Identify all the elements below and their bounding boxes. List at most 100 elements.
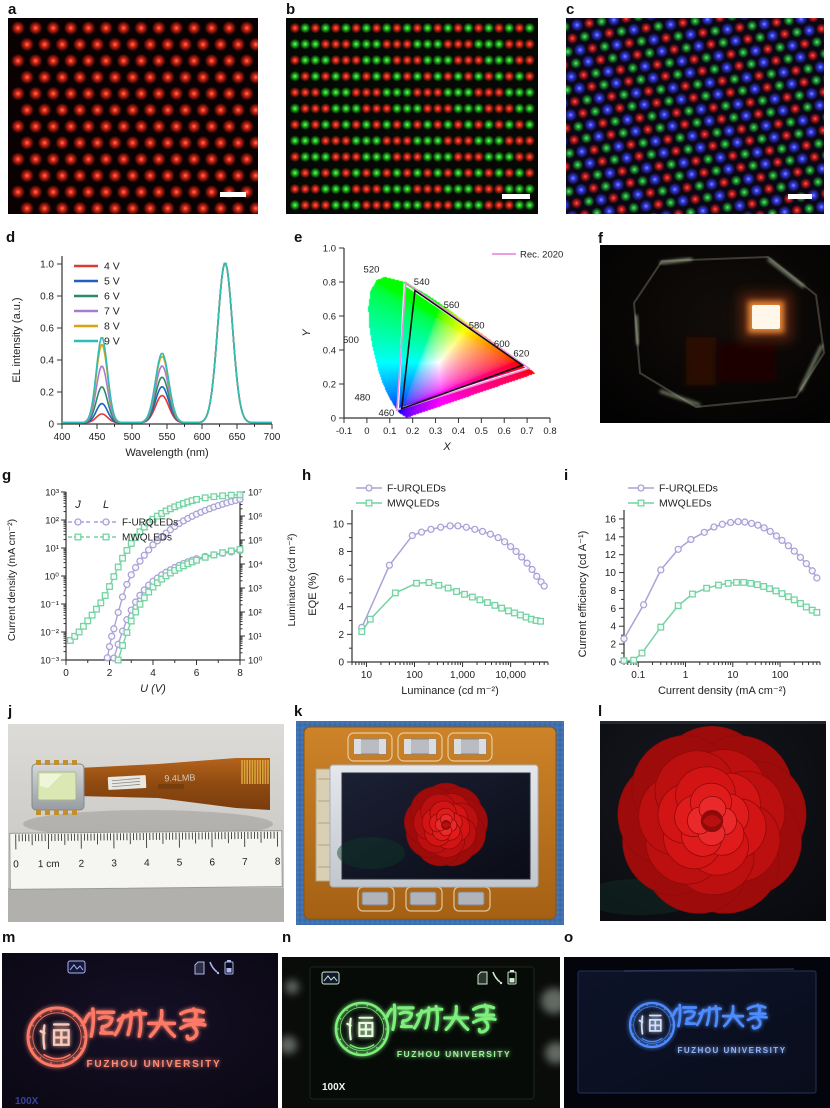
svg-text:4: 4	[338, 602, 344, 613]
battery-icon	[507, 970, 517, 985]
image-thumbnail-icon	[321, 971, 340, 985]
svg-text:0.8: 0.8	[40, 292, 54, 303]
series-f-urqleds	[620, 517, 821, 643]
svg-text:480: 480	[354, 393, 370, 404]
svg-text:450: 450	[89, 432, 106, 443]
svg-text:6: 6	[338, 575, 344, 586]
glowing-pixel	[752, 305, 780, 329]
university-logo: FUZHOU UNIVERSITY	[26, 1006, 220, 1070]
svg-text:0: 0	[63, 668, 69, 679]
university-logo: FUZHOU UNIVERSITY	[628, 1001, 785, 1055]
svg-text:Current density (mA cm⁻²): Current density (mA cm⁻²)	[6, 519, 18, 641]
calligraphy-cn-text	[672, 1003, 768, 1030]
battery-icon	[224, 960, 234, 975]
svg-text:14: 14	[605, 532, 617, 543]
calligraphy-cn-text	[83, 1007, 207, 1041]
ruler-number: 7	[242, 857, 248, 868]
stylus-icon	[492, 971, 503, 985]
panel-m: m FUZHOU UNIVERSITY 100X	[2, 930, 278, 1108]
svg-text:10⁴: 10⁴	[248, 560, 263, 571]
svg-text:Luminance (cd m⁻²): Luminance (cd m⁻²)	[286, 533, 298, 626]
panel-c: c	[566, 2, 824, 216]
svg-text:1: 1	[683, 670, 689, 681]
status-icons	[321, 970, 517, 985]
ruler-number: 1 cm	[38, 859, 60, 870]
university-logo: FUZHOU UNIVERSITY	[334, 1001, 510, 1059]
panel-l-label: l	[598, 703, 603, 720]
rose-image	[404, 782, 488, 867]
J-mwqleds	[66, 491, 244, 644]
svg-text:0.2: 0.2	[323, 380, 336, 391]
svg-text:10⁻¹: 10⁻¹	[40, 600, 59, 611]
panel-i-label: i	[564, 467, 569, 484]
magnification-text: 100X	[15, 1096, 39, 1107]
svg-text:10³: 10³	[45, 488, 59, 499]
svg-text:2: 2	[107, 668, 113, 679]
scale-bar	[788, 194, 812, 199]
scale-bar	[220, 192, 246, 197]
svg-text:0.2: 0.2	[40, 388, 54, 399]
micrograph-red-green-subpixels	[286, 18, 538, 214]
series-mwqleds	[620, 578, 821, 665]
ruler-number: 6	[209, 857, 215, 868]
svg-text:0: 0	[610, 658, 616, 669]
svg-text:100: 100	[406, 670, 423, 681]
svg-text:6: 6	[194, 668, 200, 679]
svg-text:Current density (mA cm⁻²): Current density (mA cm⁻²)	[658, 685, 786, 696]
panel-f: f	[598, 231, 830, 431]
svg-text:10: 10	[361, 670, 373, 681]
panel-a-label: a	[8, 1, 17, 18]
calligraphy-cn-text	[385, 1003, 497, 1034]
panel-i: i 0.1 1 10 100 0 2 4 6 8 10 12 14 16 Current density …	[564, 468, 830, 698]
seal-emblem	[26, 1006, 88, 1068]
svg-text:EQE (%): EQE (%)	[307, 572, 319, 615]
panel-d-label: d	[6, 229, 16, 246]
panel-g: g 0 2 4 6 8 10⁻³ 10⁻² 10⁻¹ 10⁰ 10¹ 10² 10³ 10⁰ 10¹ 10²…	[2, 468, 302, 698]
J-f-urqleds	[103, 495, 244, 662]
glowing-device-photo	[600, 245, 830, 423]
svg-text:4 V: 4 V	[104, 261, 120, 273]
scale-bar	[502, 194, 530, 199]
svg-text:0: 0	[48, 420, 54, 431]
svg-text:10²: 10²	[248, 608, 262, 619]
svg-text:10¹: 10¹	[45, 544, 59, 555]
panel-n: n FUZHOU UNIVERSITY 100X	[282, 930, 560, 1108]
ruler-number: 0	[13, 859, 19, 870]
flexible-module-ruler-photo: 9.4LMB 0 1 cm 2 3 4 5 6 7 8	[8, 724, 284, 922]
svg-text:9 V: 9 V	[104, 336, 120, 348]
svg-text:520: 520	[364, 264, 380, 275]
svg-text:7 V: 7 V	[104, 306, 120, 318]
svg-text:1,000: 1,000	[450, 670, 475, 681]
ruler-number: 4	[144, 858, 150, 869]
svg-text:700: 700	[264, 432, 281, 443]
micrograph-rgb-subpixels	[566, 18, 824, 214]
svg-text:600: 600	[494, 339, 510, 350]
svg-text:6 V: 6 V	[104, 291, 120, 303]
svg-text:F-URQLEDs: F-URQLEDs	[659, 483, 718, 495]
panel-o-label: o	[564, 929, 574, 946]
svg-text:F-URQLEDs: F-URQLEDs	[122, 518, 178, 529]
svg-text:540: 540	[414, 277, 430, 288]
svg-text:560: 560	[444, 300, 460, 311]
svg-text:0.6: 0.6	[498, 426, 511, 437]
svg-text:8: 8	[610, 586, 616, 597]
svg-text:460: 460	[378, 408, 394, 419]
cie-gamut-canvas	[344, 248, 550, 418]
svg-text:0.2: 0.2	[406, 426, 419, 437]
svg-text:0: 0	[338, 658, 344, 669]
ruler-number: 2	[79, 859, 85, 870]
panel-j: j 9.4LMB 0 1 cm 2 3 4 5 6 7 8	[8, 704, 284, 924]
svg-text:500: 500	[124, 432, 141, 443]
glass-substrate	[577, 970, 817, 1094]
panel-o: o FUZHOU UNIVERSITY	[564, 930, 830, 1108]
svg-text:10⁵: 10⁵	[248, 536, 263, 547]
panel-j-label: j	[8, 703, 13, 720]
red-display-university-logo: FUZHOU UNIVERSITY 100X	[2, 953, 278, 1108]
panel-e-label: e	[294, 229, 303, 246]
svg-text:4: 4	[610, 622, 616, 633]
svg-text:100: 100	[772, 670, 789, 681]
svg-text:Luminance (cd m⁻²): Luminance (cd m⁻²)	[401, 685, 499, 696]
svg-text:10⁰: 10⁰	[45, 572, 60, 583]
ruler-number: 3	[111, 858, 117, 869]
